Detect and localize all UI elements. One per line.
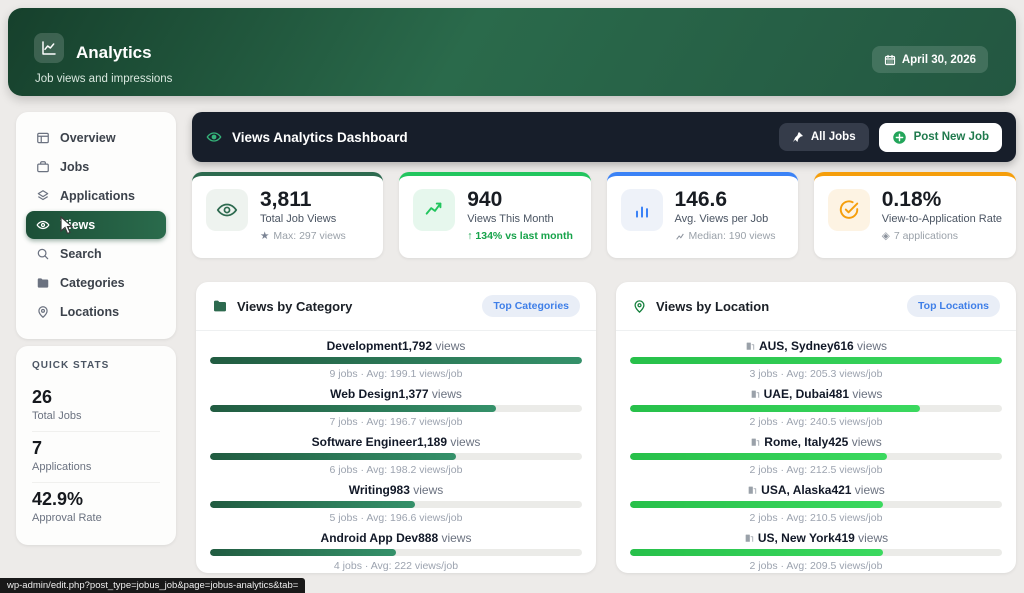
bar-fill: [630, 501, 883, 508]
sidebar-item-overview[interactable]: Overview: [26, 124, 166, 152]
bar-track: [630, 405, 1002, 412]
star-icon: ★: [260, 230, 270, 243]
diamond-icon: ◈: [881, 230, 890, 243]
views-by-category-panel: Views by Category Top Categories Develop…: [196, 282, 596, 573]
panel-title: Views by Location: [656, 298, 770, 314]
card-note: ★ Max: 297 views: [260, 230, 346, 243]
stat-total-jobs: 26 Total Jobs: [32, 381, 160, 432]
toolbar-title: Views Analytics Dashboard: [232, 129, 408, 145]
card-note: ↑ 134% vs last month: [467, 230, 573, 243]
trending-up-icon: [413, 189, 456, 231]
location-row-usa-alaska: USA, Alaska421 views 2 jobs · Avg: 210.5…: [630, 483, 1002, 524]
plus-circle-icon: [892, 130, 906, 144]
post-new-job-button[interactable]: Post New Job: [878, 122, 1002, 152]
page-subtitle: Job views and impressions: [35, 73, 173, 85]
bar-track: [210, 453, 582, 460]
bar-track: [630, 549, 1002, 556]
building-icon: [751, 438, 760, 446]
sidebar-item-views[interactable]: Views: [26, 211, 166, 239]
pin-icon: [38, 306, 48, 319]
bar-track: [210, 549, 582, 556]
folder-icon: [214, 300, 226, 312]
sidebar-item-applications[interactable]: Applications: [26, 182, 166, 210]
location-row-uae-dubai: UAE, Dubai481 views 2 jobs · Avg: 240.5 …: [630, 387, 1002, 428]
category-row-android-app-dev: Android App Dev888 views 4 jobs · Avg: 2…: [210, 531, 582, 572]
bar-track: [630, 501, 1002, 508]
bar-track: [630, 357, 1002, 364]
bar-track: [210, 501, 582, 508]
location-row-us-new-york: US, New York419 views 2 jobs · Avg: 209.…: [630, 531, 1002, 572]
card-total-job-views: 3,811 Total Job Views ★ Max: 297 views: [192, 172, 384, 258]
median-icon: [675, 233, 684, 240]
panels-row: Views by Category Top Categories Develop…: [196, 282, 1016, 573]
card-views-this-month: 940 Views This Month ↑ 134% vs last mont…: [399, 172, 591, 258]
views-by-location-panel: Views by Location Top Locations AUS, Syd…: [616, 282, 1016, 573]
eye-icon: [36, 220, 50, 230]
pin-icon: [634, 299, 645, 313]
top-locations-badge[interactable]: Top Locations: [907, 295, 1000, 317]
bar-fill: [630, 357, 1002, 364]
bar-fill: [210, 549, 396, 556]
pushpin-icon: [792, 132, 803, 142]
top-categories-badge[interactable]: Top Categories: [482, 295, 580, 317]
building-icon: [751, 390, 759, 398]
quick-stats-card: QUICK STATS 26 Total Jobs 7 Applications…: [16, 346, 176, 545]
sidebar-nav: Overview Jobs Applications Views Search …: [16, 112, 176, 339]
layers-icon: [37, 190, 49, 201]
browser-status-url: wp-admin/edit.php?post_type=jobus_job&pa…: [0, 578, 306, 593]
bar-track: [210, 357, 582, 364]
analytics-banner: Analytics Job views and impressions Apri…: [8, 8, 1016, 96]
building-icon: [748, 486, 757, 494]
sidebar-item-locations[interactable]: Locations: [26, 298, 166, 326]
eye-icon: [206, 132, 222, 142]
date-label: April 30, 2026: [901, 53, 976, 66]
building-icon: [746, 342, 755, 350]
bar-fill: [210, 405, 497, 412]
bar-fill: [630, 549, 883, 556]
stat-cards-row: 3,811 Total Job Views ★ Max: 297 views 94…: [192, 172, 1016, 258]
bar-fill: [210, 357, 582, 364]
building-icon: [745, 534, 754, 542]
category-row-writing: Writing983 views 5 jobs · Avg: 196.6 vie…: [210, 483, 582, 524]
bar-track: [210, 405, 582, 412]
location-row-rome-italy: Rome, Italy425 views 2 jobs · Avg: 212.5…: [630, 435, 1002, 476]
sidebar-item-categories[interactable]: Categories: [26, 269, 166, 297]
category-row-development: Development1,792 views 9 jobs · Avg: 199…: [210, 339, 582, 380]
bar-chart-icon: [620, 189, 663, 231]
card-view-to-application-rate: 0.18% View-to-Application Rate ◈ 7 applic…: [813, 172, 1016, 258]
card-note: ◈ 7 applications: [881, 230, 959, 243]
location-row-aus-sydney: AUS, Sydney616 views 3 jobs · Avg: 205.3…: [630, 339, 1002, 380]
date-button[interactable]: April 30, 2026: [871, 46, 988, 73]
bar-track: [630, 453, 1002, 460]
category-row-software-engineer: Software Engineer1,189 views 6 jobs · Av…: [210, 435, 582, 476]
all-jobs-button[interactable]: All Jobs: [778, 123, 869, 151]
stat-approval-rate: 42.9% Approval Rate: [32, 489, 102, 524]
bar-fill: [210, 453, 456, 460]
category-row-web-design: Web Design1,377 views 7 jobs · Avg: 196.…: [210, 387, 582, 428]
page-title: Analytics: [76, 43, 152, 62]
panel-title: Views by Category: [237, 298, 353, 314]
views-dashboard-toolbar: Views Analytics Dashboard All Jobs Post …: [192, 112, 1016, 162]
card-avg-views-per-job: 146.6 Avg. Views per Job Median: 190 vie…: [606, 172, 798, 258]
eye-icon: [206, 189, 248, 231]
sidebar-item-jobs[interactable]: Jobs: [26, 153, 166, 181]
check-circle-icon: [827, 189, 870, 231]
dashboard-icon: [37, 132, 49, 144]
search-icon: [37, 248, 49, 260]
bar-fill: [630, 405, 921, 412]
folder-icon: [37, 278, 49, 288]
bar-fill: [210, 501, 415, 508]
card-note: Median: 190 views: [675, 230, 775, 242]
bar-fill: [630, 453, 887, 460]
chart-line-icon: [34, 33, 64, 63]
briefcase-icon: [37, 161, 49, 173]
calendar-icon: [884, 54, 896, 66]
sidebar-item-search[interactable]: Search: [26, 240, 166, 268]
stat-applications: 7 Applications: [32, 432, 160, 483]
quick-stats-title: QUICK STATS: [32, 360, 110, 371]
